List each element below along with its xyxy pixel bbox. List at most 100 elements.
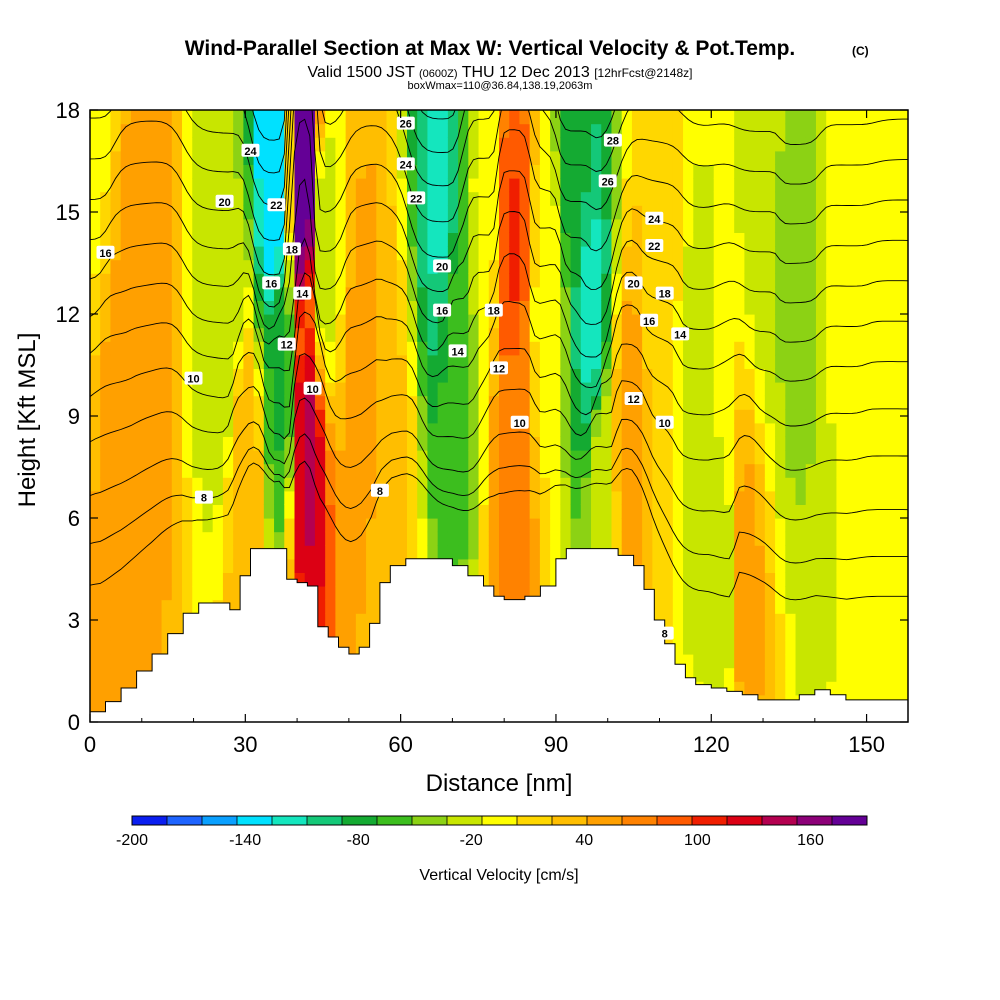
velocity-cell: [141, 178, 152, 193]
velocity-cell: [509, 191, 521, 206]
velocity-cell: [826, 409, 838, 424]
velocity-cell: [856, 504, 868, 519]
velocity-cell: [672, 409, 684, 424]
velocity-cell: [243, 490, 255, 505]
velocity-cell: [693, 531, 705, 546]
velocity-cell: [192, 518, 204, 533]
velocity-cell: [90, 450, 101, 465]
velocity-cell: [202, 409, 214, 424]
velocity-cell: [192, 123, 204, 138]
velocity-cell: [764, 246, 776, 261]
plot-area: [90, 110, 908, 722]
velocity-cell: [846, 218, 858, 233]
velocity-cell: [437, 150, 449, 165]
velocity-cell: [182, 504, 193, 519]
velocity-cell: [580, 314, 592, 329]
velocity-cell: [499, 110, 510, 125]
velocity-cell: [775, 436, 786, 451]
forecast-tag: [12hrFcst@2148z]: [594, 66, 692, 80]
velocity-cell: [478, 259, 490, 274]
velocity-cell: [427, 531, 439, 546]
colorbar-swatch: [832, 816, 868, 825]
velocity-cell: [222, 286, 234, 301]
velocity-cell: [314, 110, 326, 125]
velocity-cell: [458, 232, 469, 247]
colorbar: -200 -140 -80 -20 40 100 160: [116, 815, 868, 849]
velocity-cell: [90, 545, 101, 560]
velocity-cell: [243, 259, 255, 274]
velocity-cell: [253, 341, 265, 356]
velocity-cell: [468, 273, 480, 288]
contour-label: 16: [262, 276, 281, 290]
velocity-cell: [100, 599, 112, 614]
colorbar-swatch: [167, 816, 203, 825]
velocity-cell: [785, 341, 797, 356]
colorbar-tick-label: -80: [347, 832, 370, 849]
velocity-cell: [795, 273, 807, 288]
velocity-cell: [775, 110, 786, 125]
velocity-cell: [120, 572, 132, 587]
velocity-cell: [212, 259, 224, 274]
velocity-cell: [222, 164, 234, 179]
velocity-cell: [611, 382, 623, 397]
velocity-cell: [447, 123, 459, 138]
velocity-cell: [846, 626, 858, 641]
velocity-cell: [110, 654, 122, 669]
velocity-cell: [713, 286, 725, 301]
velocity-cell: [478, 518, 490, 533]
velocity-cell: [611, 327, 623, 342]
velocity-cell: [182, 150, 193, 165]
velocity-cell: [396, 463, 408, 478]
velocity-cell: [263, 504, 275, 519]
velocity-cell: [570, 395, 582, 410]
velocity-cell: [386, 273, 398, 288]
velocity-cell: [447, 545, 459, 560]
velocity-cell: [314, 572, 326, 587]
velocity-cell: [120, 613, 132, 628]
velocity-cell: [519, 178, 531, 193]
velocity-cell: [386, 286, 398, 301]
velocity-cell: [897, 518, 908, 533]
velocity-cell: [509, 531, 521, 546]
velocity-cell: [723, 681, 735, 696]
velocity-cell: [509, 286, 521, 301]
velocity-cell: [795, 218, 807, 233]
velocity-cell: [447, 232, 459, 247]
velocity-cell: [274, 504, 285, 519]
velocity-cell: [785, 463, 797, 478]
velocity-cell: [734, 599, 745, 614]
velocity-cell: [897, 422, 908, 437]
velocity-cell: [836, 354, 848, 369]
velocity-cell: [120, 450, 132, 465]
velocity-cell: [897, 681, 908, 696]
velocity-cell: [253, 409, 265, 424]
velocity-cell: [386, 300, 398, 315]
velocity-cell: [734, 450, 745, 465]
velocity-cell: [642, 422, 653, 437]
velocity-cell: [672, 477, 684, 492]
velocity-cell: [775, 613, 786, 628]
velocity-cell: [897, 368, 908, 383]
contour-label-text: 16: [99, 248, 111, 260]
velocity-cell: [499, 395, 510, 410]
contour-label: 16: [433, 303, 452, 318]
velocity-cell: [539, 436, 551, 451]
velocity-cell: [202, 436, 214, 451]
velocity-cell: [274, 300, 285, 315]
velocity-cell: [335, 463, 347, 478]
velocity-cell: [805, 382, 817, 397]
velocity-cell: [233, 191, 244, 206]
velocity-cell: [539, 218, 551, 233]
velocity-cell: [775, 504, 786, 519]
velocity-cell: [417, 450, 429, 465]
velocity-cell: [529, 300, 541, 315]
velocity-cell: [478, 110, 490, 125]
velocity-cell: [652, 518, 664, 533]
velocity-cell: [182, 422, 193, 437]
velocity-cell: [437, 123, 449, 138]
velocity-cell: [130, 504, 142, 519]
velocity-cell: [366, 150, 377, 165]
velocity-cell: [499, 191, 510, 206]
velocity-cell: [345, 586, 357, 601]
velocity-cell: [713, 164, 725, 179]
